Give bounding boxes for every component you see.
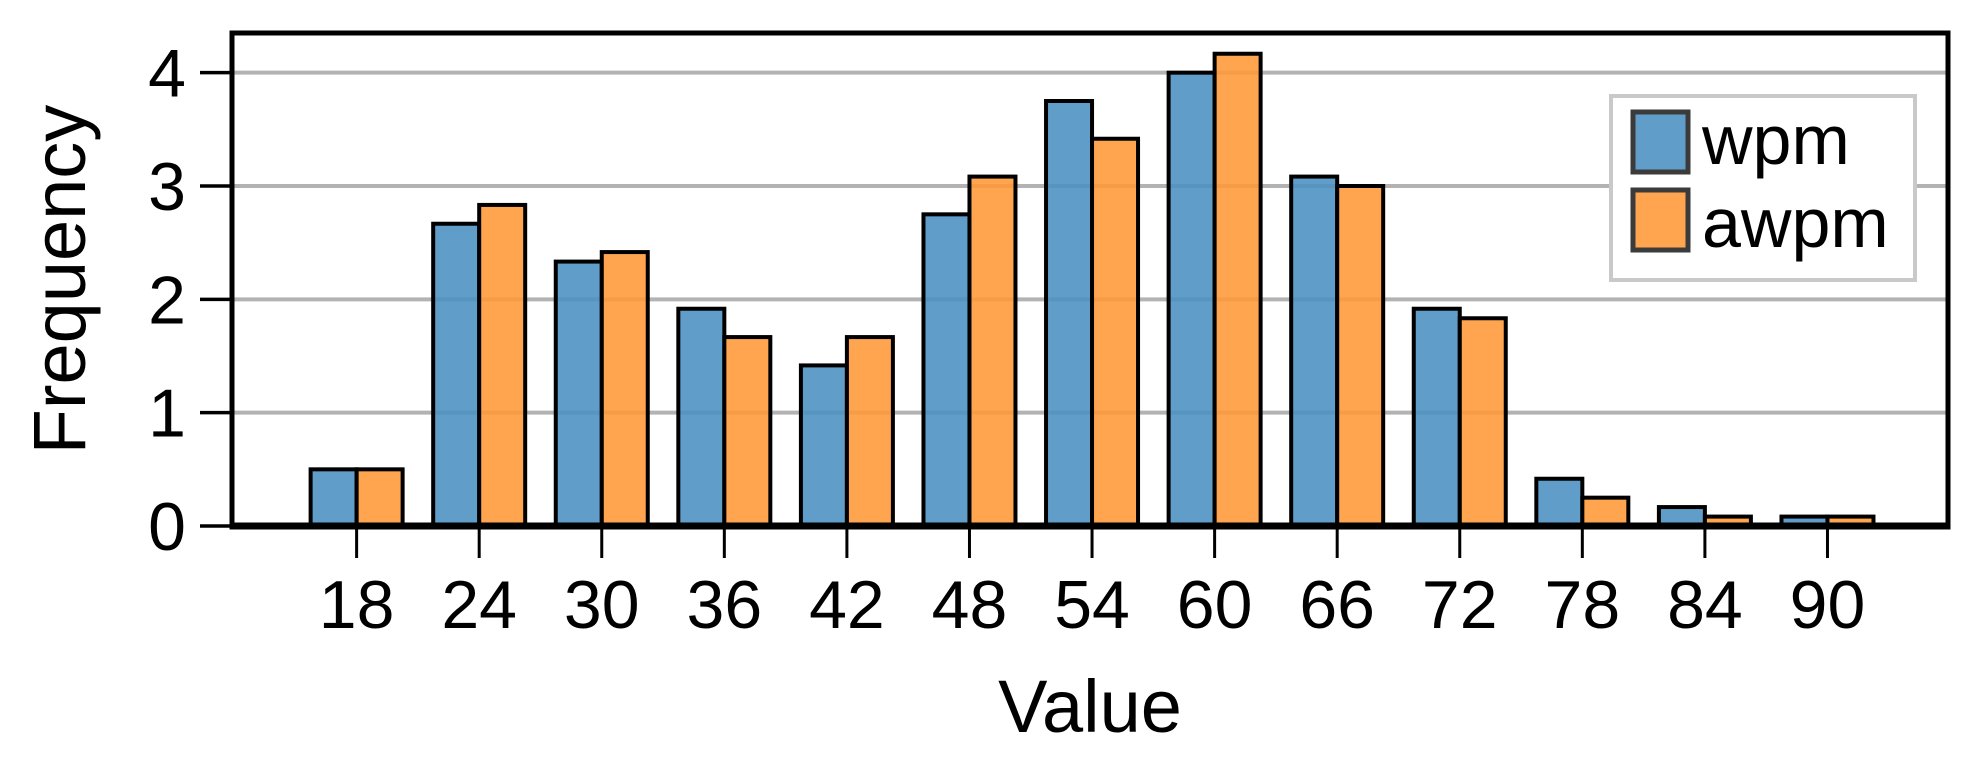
x-tick-label-24: 24 (441, 567, 517, 643)
bar-awpm-66 (1335, 184, 1386, 528)
x-axis-ticks: 18 24 30 36 42 48 54 60 66 72 78 84 90 (319, 526, 1865, 643)
bar-wpm-42 (798, 363, 849, 529)
bar-awpm-72 (1457, 316, 1508, 529)
bar-awpm-18 (354, 467, 405, 529)
legend-swatch-wpm (1630, 109, 1691, 175)
y-axis-ticks: 0 1 2 3 4 (148, 36, 232, 565)
x-tick-label-30: 30 (564, 567, 640, 643)
bar-wpm-66 (1289, 174, 1340, 529)
bar-awpm-24 (477, 202, 528, 528)
x-tick-label-84: 84 (1667, 567, 1743, 643)
bar-awpm-36 (722, 335, 773, 528)
y-tick-label-0: 0 (148, 489, 186, 565)
bar-awpm-48 (967, 174, 1018, 529)
y-tick-label-1: 1 (148, 376, 186, 452)
bar-wpm-48 (921, 212, 972, 528)
y-tick-label-2: 2 (148, 262, 186, 338)
bar-awpm-54 (1090, 136, 1141, 529)
y-tick-label-3: 3 (148, 149, 186, 225)
y-axis-label: Frequency (18, 105, 101, 455)
x-tick-label-72: 72 (1422, 567, 1498, 643)
x-tick-label-66: 66 (1299, 567, 1375, 643)
x-tick-label-90: 90 (1790, 567, 1866, 643)
legend-swatch-awpm (1630, 187, 1691, 253)
bar-wpm-30 (553, 259, 604, 528)
legend-label-awpm: awpm (1702, 184, 1889, 262)
legend: wpm awpm (1609, 94, 1917, 282)
x-tick-label-18: 18 (319, 567, 395, 643)
bar-wpm-18 (308, 467, 359, 529)
bar-awpm-78 (1580, 495, 1631, 528)
bar-awpm-60 (1212, 51, 1263, 529)
bar-wpm-72 (1411, 306, 1462, 528)
bar-awpm-30 (599, 250, 650, 528)
axes (229, 30, 1951, 530)
x-tick-label-42: 42 (809, 567, 885, 643)
bar-wpm-24 (431, 221, 482, 529)
x-tick-label-48: 48 (932, 567, 1008, 643)
y-tick-label-4: 4 (148, 36, 186, 112)
bar-awpm-42 (844, 335, 895, 528)
x-tick-label-60: 60 (1177, 567, 1253, 643)
legend-label-wpm: wpm (1701, 101, 1850, 179)
bar-wpm-60 (1166, 70, 1217, 529)
x-tick-label-36: 36 (687, 567, 763, 643)
bar-wpm-54 (1044, 99, 1095, 528)
x-tick-label-54: 54 (1054, 567, 1130, 643)
bar-wpm-78 (1534, 476, 1585, 528)
x-tick-label-78: 78 (1545, 567, 1621, 643)
bar-wpm-36 (676, 306, 727, 528)
x-axis-label: Value (998, 665, 1182, 748)
